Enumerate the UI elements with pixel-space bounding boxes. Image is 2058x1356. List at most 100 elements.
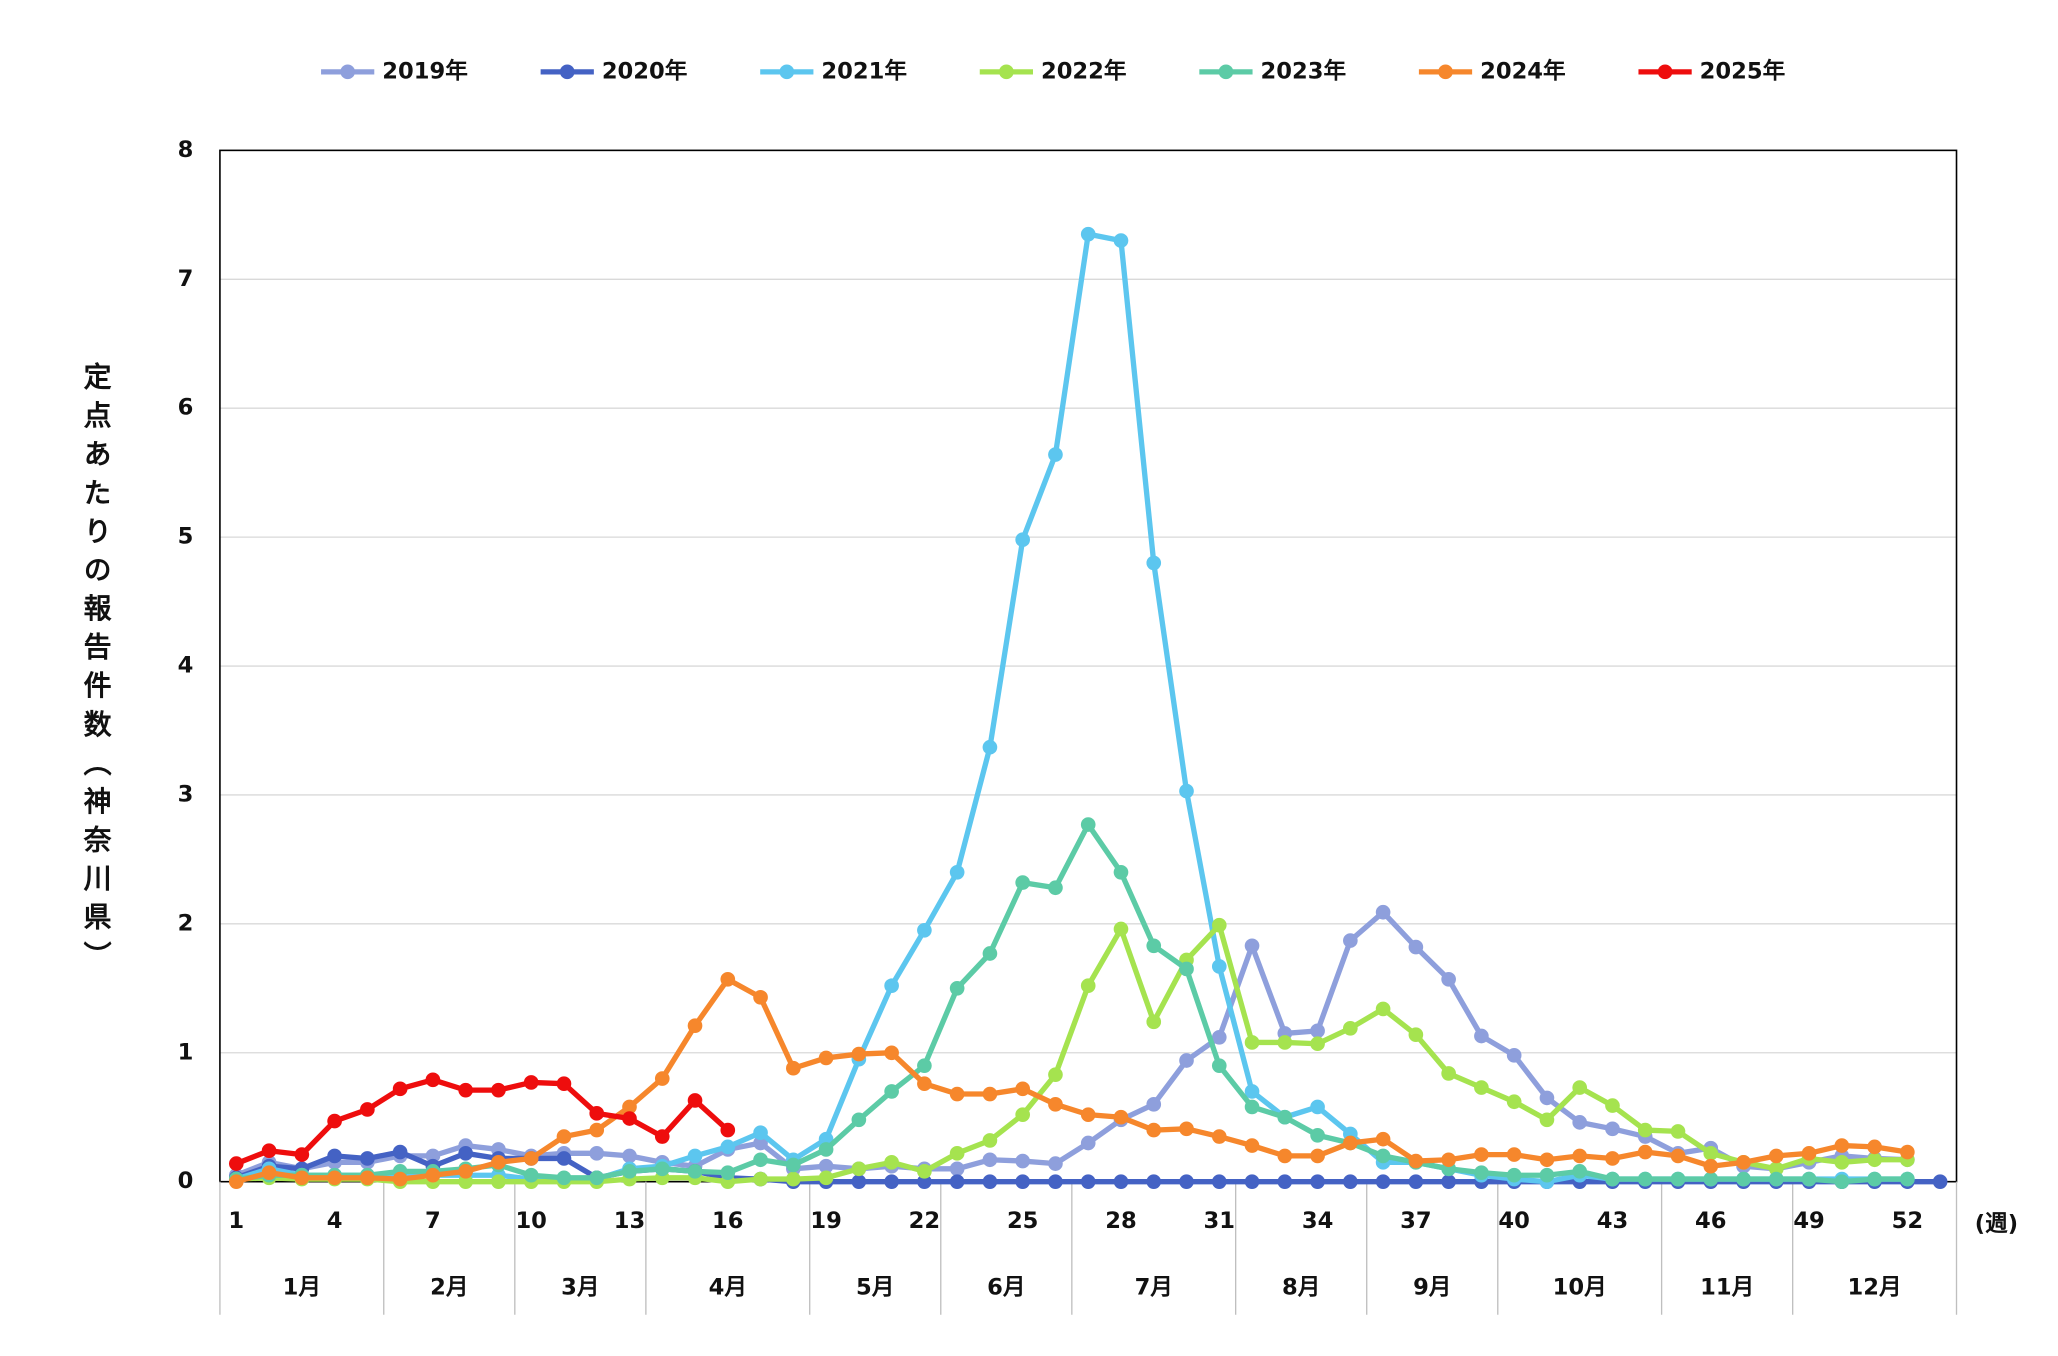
data-point bbox=[327, 1148, 342, 1164]
data-point bbox=[654, 1129, 670, 1144]
y-tick-label: 7 bbox=[178, 266, 194, 292]
y-axis-label: 定点あたりの報告件数（神奈川県） bbox=[80, 361, 113, 980]
data-point bbox=[294, 1147, 310, 1162]
data-point bbox=[917, 1076, 932, 1092]
data-point bbox=[1474, 1028, 1489, 1044]
data-point bbox=[949, 1086, 965, 1102]
data-point bbox=[1375, 1148, 1391, 1164]
data-point bbox=[1572, 1164, 1588, 1179]
data-point bbox=[884, 978, 899, 994]
data-point bbox=[556, 1151, 572, 1166]
data-point bbox=[1015, 1081, 1031, 1097]
legend-label: 2022年 bbox=[1041, 57, 1127, 84]
data-point bbox=[1113, 233, 1129, 248]
data-point bbox=[622, 1111, 637, 1126]
legend-marker bbox=[340, 64, 355, 80]
data-point bbox=[360, 1170, 375, 1186]
data-point bbox=[1048, 1174, 1063, 1189]
month-label: 10月 bbox=[1553, 1275, 1607, 1301]
legend-label: 2019年 bbox=[382, 57, 468, 84]
data-point bbox=[1605, 1121, 1620, 1137]
data-point bbox=[884, 1174, 899, 1189]
y-tick-label: 5 bbox=[178, 524, 194, 550]
data-point bbox=[1670, 1148, 1686, 1164]
data-point bbox=[1146, 1097, 1162, 1112]
data-point bbox=[1080, 226, 1096, 242]
data-point bbox=[1211, 959, 1227, 974]
legend-marker bbox=[559, 64, 575, 80]
month-label: 11月 bbox=[1700, 1275, 1754, 1301]
data-point bbox=[360, 1102, 375, 1117]
data-point bbox=[687, 1148, 703, 1164]
data-point bbox=[753, 1171, 768, 1187]
data-point bbox=[1637, 1122, 1653, 1138]
data-point bbox=[949, 1161, 965, 1177]
data-point bbox=[556, 1129, 572, 1144]
data-point bbox=[327, 1170, 342, 1186]
month-label: 9月 bbox=[1413, 1275, 1451, 1301]
series-line bbox=[235, 1077, 730, 1167]
data-point bbox=[1408, 939, 1424, 955]
data-point bbox=[1211, 917, 1227, 933]
legend-marker bbox=[1218, 64, 1234, 80]
y-tick-label: 0 bbox=[178, 1168, 194, 1194]
data-point bbox=[949, 1174, 965, 1189]
y-tick-label: 1 bbox=[178, 1039, 194, 1065]
series-line bbox=[235, 976, 1908, 1185]
x-tick-label: 49 bbox=[1793, 1208, 1824, 1234]
y-tick-label: 6 bbox=[178, 395, 194, 421]
data-point bbox=[458, 1145, 473, 1161]
data-point bbox=[1637, 1144, 1653, 1160]
data-point bbox=[1310, 1099, 1325, 1115]
data-point bbox=[556, 1170, 572, 1186]
data-point bbox=[720, 1122, 736, 1138]
data-point bbox=[851, 1174, 867, 1189]
data-point bbox=[982, 1086, 998, 1102]
data-point bbox=[1834, 1155, 1850, 1170]
data-point bbox=[1179, 961, 1194, 977]
data-point bbox=[982, 1174, 998, 1189]
data-point bbox=[1768, 1171, 1784, 1187]
data-point bbox=[261, 1143, 277, 1159]
data-point bbox=[425, 1072, 441, 1088]
data-point bbox=[1375, 904, 1391, 920]
data-point bbox=[1539, 1090, 1555, 1106]
data-point bbox=[753, 1152, 768, 1168]
data-point bbox=[1343, 933, 1358, 948]
data-point bbox=[1179, 783, 1194, 799]
data-point bbox=[687, 1018, 703, 1034]
data-point bbox=[1080, 817, 1096, 832]
data-point bbox=[1015, 532, 1031, 548]
data-point bbox=[1310, 1127, 1325, 1143]
data-point bbox=[1211, 1058, 1227, 1073]
data-point bbox=[884, 1155, 899, 1170]
y-tick-label: 8 bbox=[178, 137, 194, 163]
data-point bbox=[523, 1167, 539, 1183]
month-label: 12月 bbox=[1848, 1275, 1902, 1301]
data-point bbox=[1048, 1067, 1063, 1082]
data-point bbox=[228, 1174, 244, 1189]
data-point bbox=[1277, 1174, 1293, 1189]
data-point bbox=[360, 1151, 375, 1166]
data-point bbox=[1211, 1174, 1227, 1189]
data-point bbox=[1146, 1014, 1162, 1030]
data-point bbox=[786, 1157, 801, 1173]
data-point bbox=[589, 1145, 605, 1161]
legend-label: 2023年 bbox=[1261, 57, 1347, 84]
x-tick-label: 25 bbox=[1007, 1208, 1038, 1234]
data-point bbox=[1244, 1138, 1260, 1153]
data-point bbox=[1146, 938, 1162, 954]
data-point bbox=[425, 1167, 441, 1183]
data-point bbox=[1539, 1152, 1555, 1168]
data-point bbox=[917, 1174, 932, 1189]
data-point bbox=[1244, 938, 1260, 954]
month-label: 1月 bbox=[283, 1275, 321, 1301]
data-point bbox=[1244, 1099, 1260, 1115]
x-tick-label: 52 bbox=[1892, 1208, 1923, 1234]
data-point bbox=[1179, 1174, 1194, 1189]
x-tick-label: 19 bbox=[810, 1208, 841, 1234]
data-point bbox=[917, 1058, 932, 1073]
data-point bbox=[720, 1139, 736, 1155]
month-label: 4月 bbox=[709, 1275, 747, 1301]
data-point bbox=[654, 1071, 670, 1086]
